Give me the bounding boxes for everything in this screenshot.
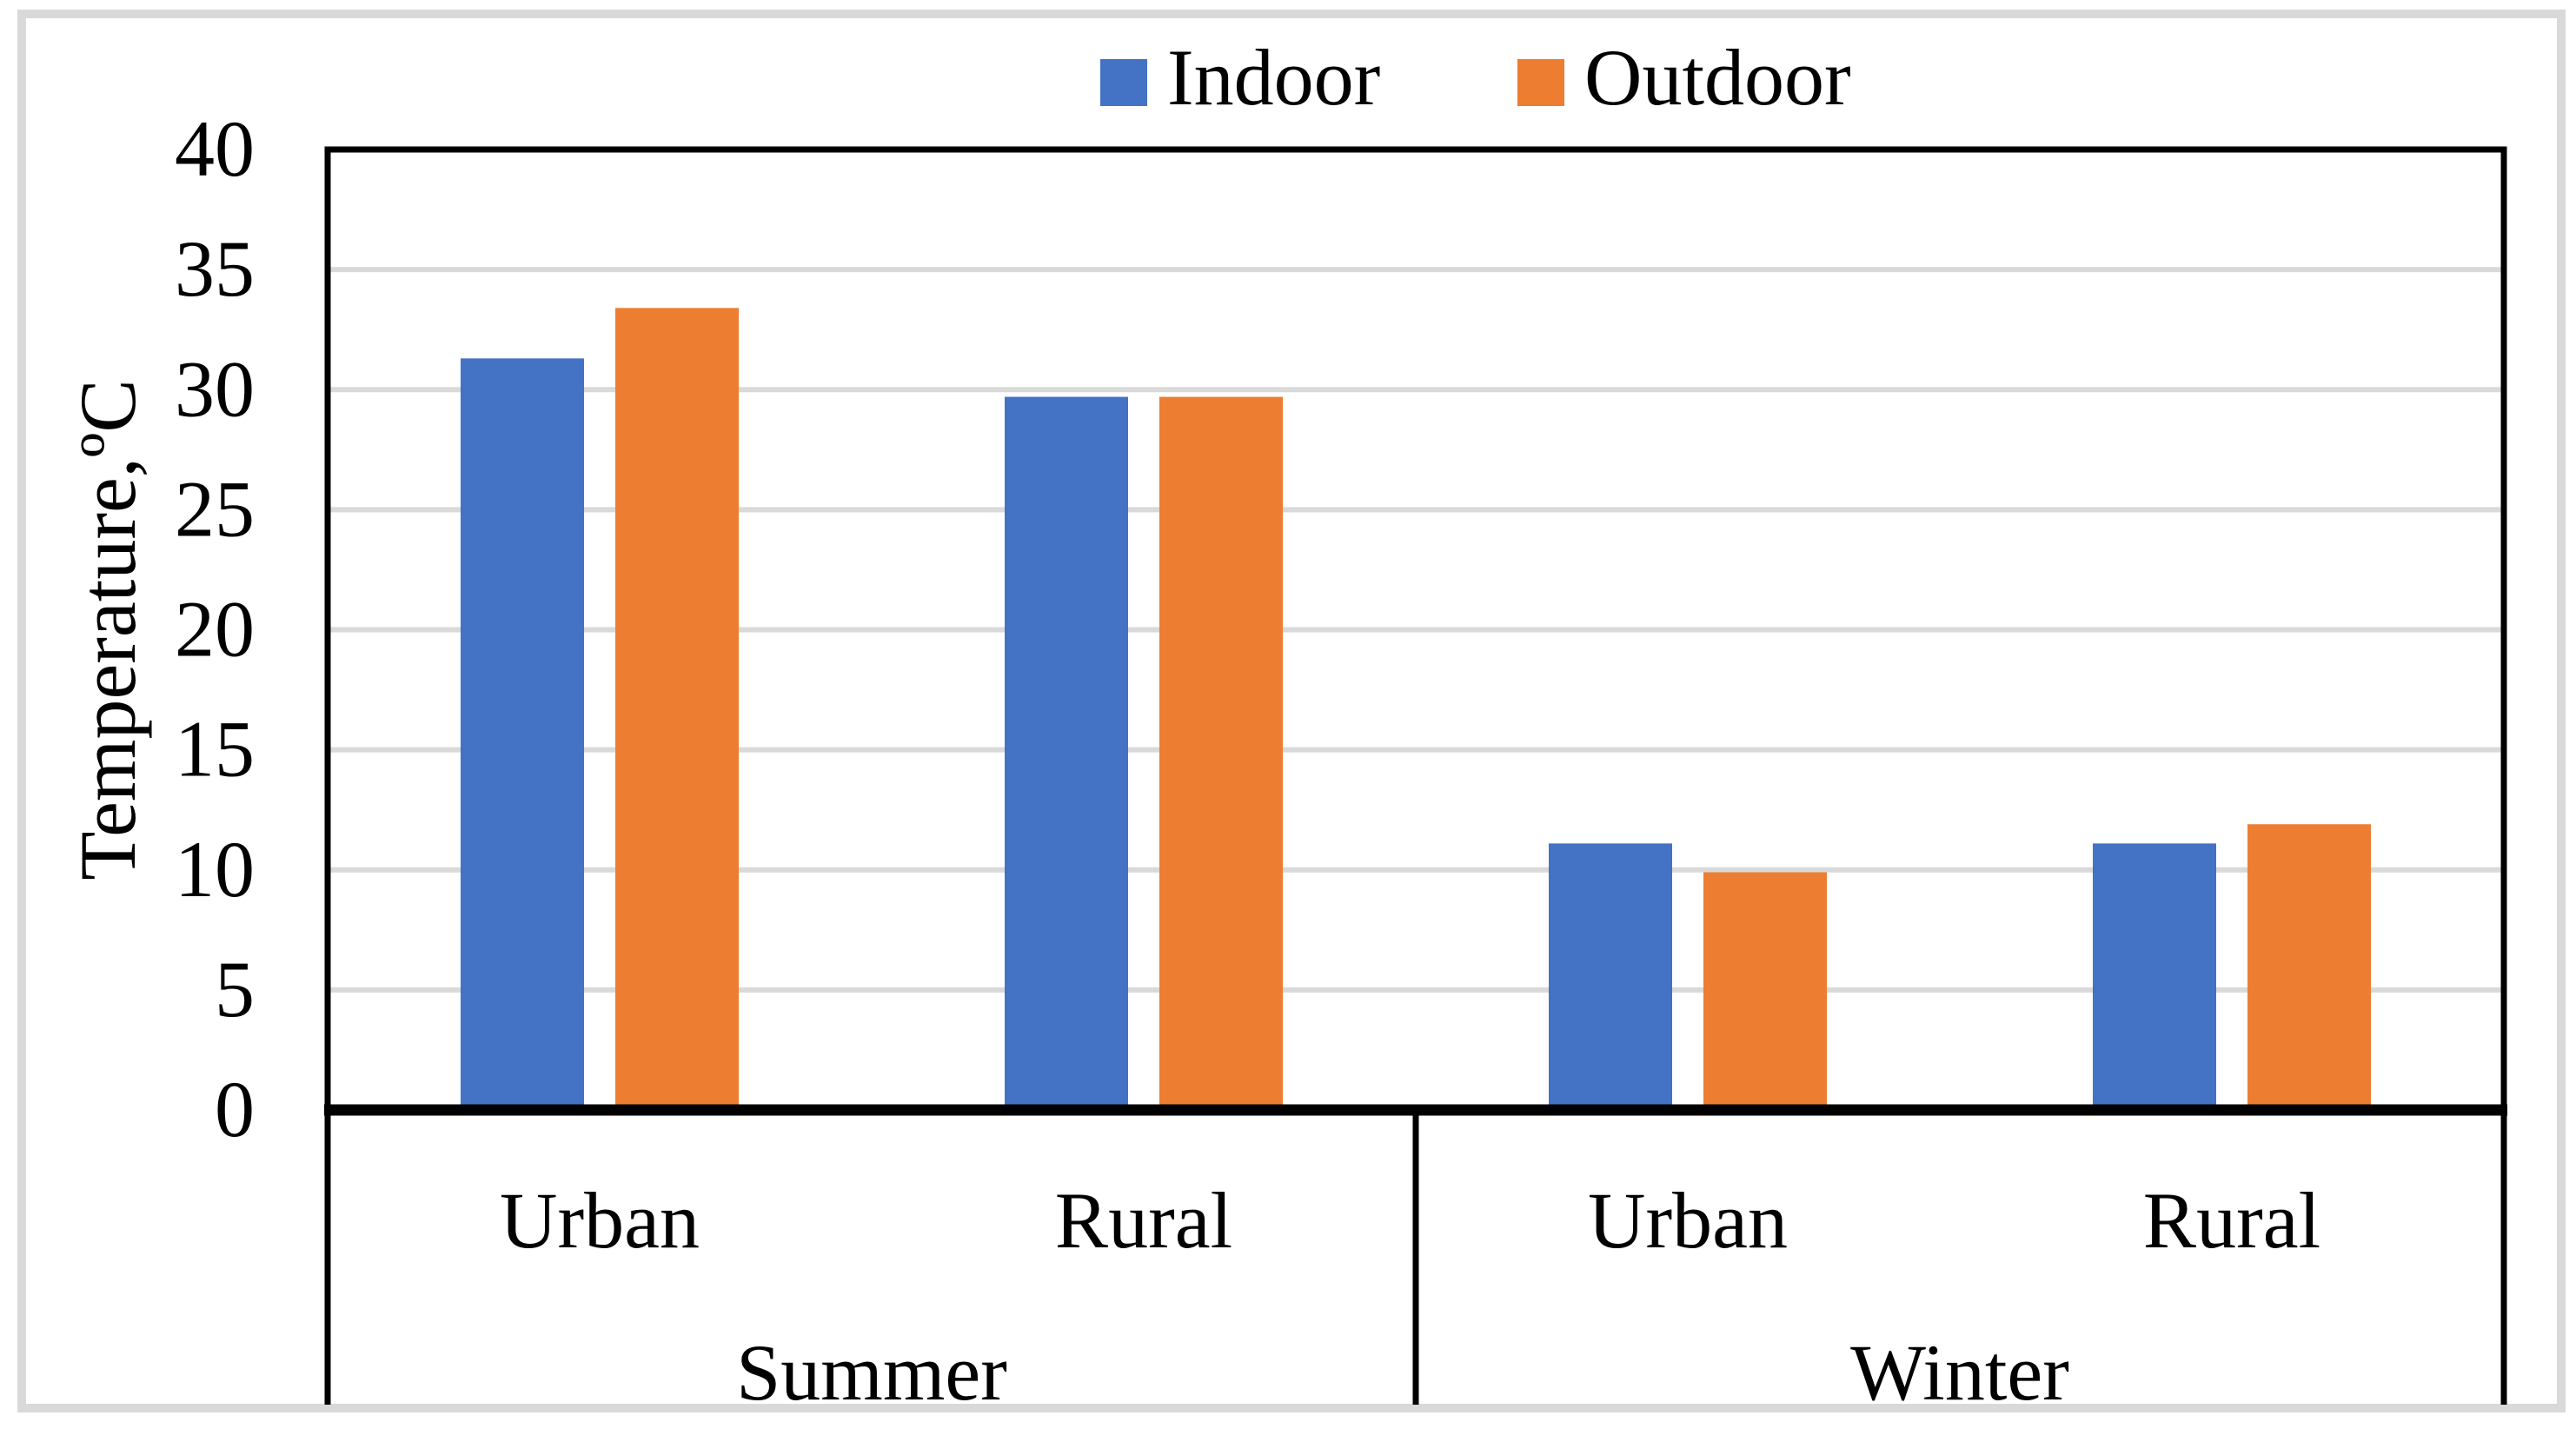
bar-summer-rural-outdoor — [1159, 396, 1283, 1111]
bar-winter-urban-indoor — [1549, 843, 1672, 1110]
x-group-label-winter: Winter — [1850, 1328, 2069, 1417]
y-axis-title: Temperature,ºC — [63, 379, 152, 880]
y-tick-label-35: 35 — [175, 224, 255, 313]
legend-swatch-outdoor — [1517, 59, 1564, 106]
legend-swatch-indoor — [1100, 59, 1147, 106]
bar-winter-urban-outdoor — [1703, 872, 1827, 1110]
y-tick-label-5: 5 — [215, 945, 255, 1034]
y-tick-label-25: 25 — [175, 464, 255, 553]
legend-label-indoor: Indoor — [1167, 33, 1380, 122]
bar-summer-urban-indoor — [461, 358, 584, 1110]
y-tick-label-40: 40 — [175, 104, 255, 193]
legend-label-outdoor: Outdoor — [1584, 33, 1851, 122]
y-tick-label-20: 20 — [175, 585, 255, 674]
y-tick-label-0: 0 — [215, 1065, 255, 1153]
y-tick-label-30: 30 — [175, 344, 255, 433]
figure-border — [17, 10, 2566, 1412]
y-tick-label-10: 10 — [175, 825, 255, 914]
bar-winter-rural-outdoor — [2247, 824, 2371, 1110]
bar-winter-rural-indoor — [2093, 843, 2216, 1110]
x-category-label-2: Urban — [1588, 1176, 1788, 1265]
x-category-label-1: Rural — [1055, 1176, 1232, 1265]
bar-summer-rural-indoor — [1005, 396, 1128, 1111]
bar-summer-urban-outdoor — [615, 308, 739, 1110]
y-tick-label-15: 15 — [175, 705, 255, 794]
x-category-label-3: Rural — [2143, 1176, 2320, 1265]
x-group-label-summer: Summer — [736, 1328, 1007, 1417]
x-category-label-0: Urban — [500, 1176, 700, 1265]
